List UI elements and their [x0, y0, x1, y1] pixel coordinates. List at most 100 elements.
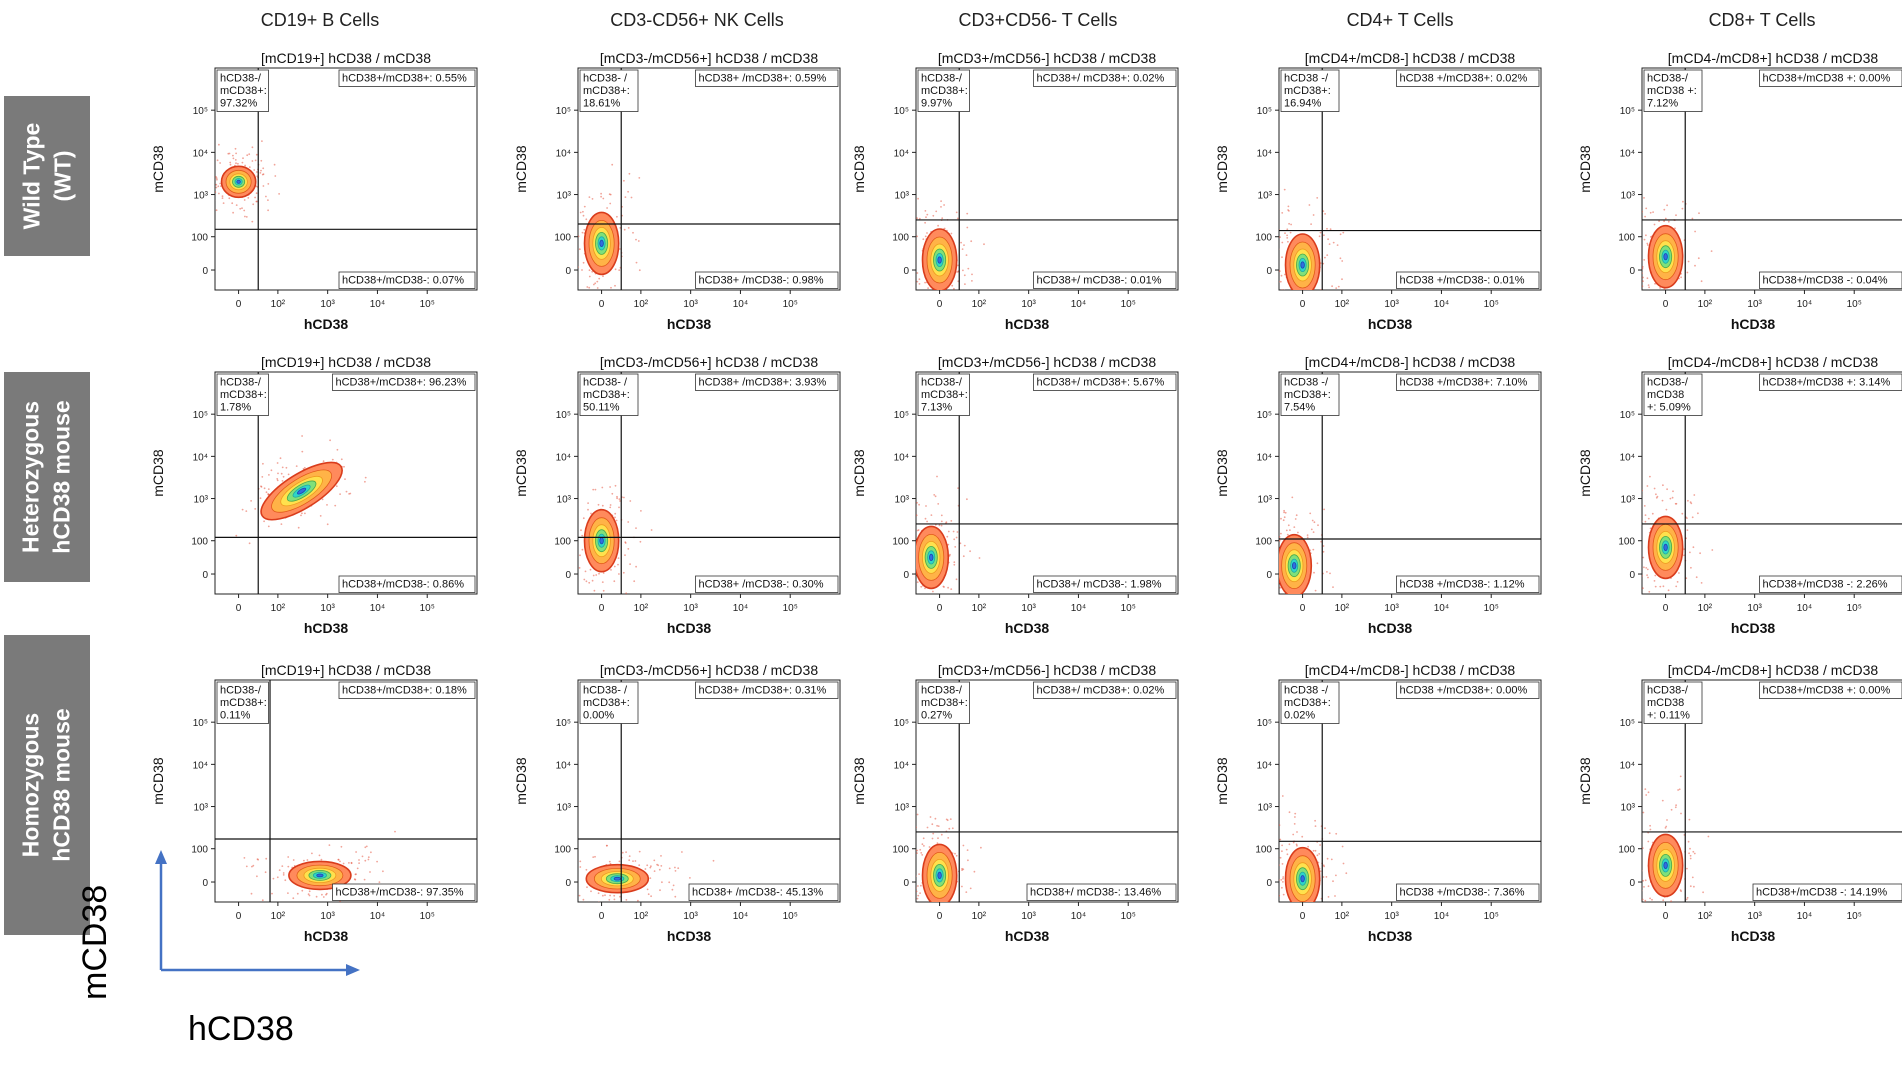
- event-dot: [924, 221, 926, 224]
- plot-title: [mCD19+] hCD38 / mCD38: [261, 50, 431, 66]
- event-dot: [900, 524, 902, 526]
- event-dot: [916, 514, 918, 517]
- event-dot: [1642, 870, 1643, 872]
- x-tick-label: 10³: [1384, 911, 1399, 922]
- event-dot: [951, 284, 954, 287]
- event-cloud: [1642, 475, 1714, 620]
- y-tick-label: 100: [1255, 537, 1272, 548]
- y-axis-label: mCD38: [851, 449, 867, 497]
- event-dot: [967, 310, 969, 312]
- event-dot: [248, 542, 251, 545]
- event-dot: [1322, 550, 1325, 553]
- event-dot: [276, 478, 279, 480]
- event-dot: [1710, 250, 1713, 253]
- event-dot: [602, 197, 605, 200]
- event-dot: [1306, 536, 1309, 539]
- y-axis-label: mCD38: [513, 757, 529, 805]
- x-tick-label: 10⁵: [420, 911, 435, 922]
- x-tick-label: 10³: [1384, 299, 1399, 310]
- event-dot: [1293, 526, 1296, 528]
- y-tick-label: 0: [903, 266, 909, 277]
- event-dot: [1697, 257, 1700, 260]
- event-dot: [1326, 300, 1328, 302]
- event-dot: [1273, 241, 1275, 243]
- event-dot: [276, 462, 279, 464]
- event-dot: [569, 583, 571, 585]
- event-dot: [254, 159, 257, 162]
- event-dot: [628, 859, 631, 862]
- event-dot: [1644, 788, 1647, 790]
- event-dot: [1326, 857, 1329, 860]
- event-dot: [1326, 227, 1328, 230]
- event-dot: [1646, 242, 1649, 245]
- event-dot: [191, 196, 193, 198]
- y-tick-label: 100: [1618, 233, 1635, 244]
- event-dot: [653, 859, 656, 862]
- quadrant-label-ul: hCD38- /: [583, 73, 628, 85]
- quadrant-label-ul: +: 5.09%: [1647, 402, 1691, 414]
- quadrant-label-ul: 7.12%: [1647, 98, 1678, 110]
- event-dot: [1672, 490, 1674, 493]
- event-dot: [578, 248, 581, 251]
- event-dot: [1301, 835, 1304, 838]
- quadrant-label-lr-box: [695, 575, 839, 593]
- event-dot: [1647, 284, 1650, 286]
- event-dot: [1649, 295, 1651, 297]
- x-tick-label: 10²: [271, 911, 286, 922]
- event-dot: [1262, 524, 1264, 526]
- x-tick-label: 10³: [320, 911, 335, 922]
- quadrant-label-lr: hCD38+/ mCD38-: 0.01%: [1037, 275, 1162, 287]
- quadrant-label-lr: hCD38+ /mCD38-: 0.30%: [699, 579, 824, 591]
- event-dot: [1638, 836, 1640, 838]
- event-dot: [243, 199, 246, 201]
- event-dot: [1291, 496, 1294, 499]
- y-tick-label: 10³: [1258, 191, 1273, 202]
- event-dot: [1287, 611, 1289, 613]
- event-dot: [947, 586, 949, 589]
- event-dot: [376, 860, 378, 863]
- event-dot: [618, 573, 620, 575]
- event-dot: [1642, 811, 1645, 814]
- event-dot: [930, 514, 933, 516]
- event-dot: [935, 210, 938, 213]
- event-dot: [967, 267, 970, 270]
- event-dot: [1662, 907, 1664, 909]
- event-dot: [1690, 310, 1692, 312]
- quadrant-label-ur-box: [332, 373, 476, 391]
- event-dot: [1663, 618, 1665, 620]
- event-dot: [614, 516, 616, 519]
- event-dot: [267, 209, 269, 212]
- event-dot: [1284, 232, 1286, 235]
- density-contour: [1663, 543, 1668, 552]
- event-dot: [1259, 261, 1261, 263]
- event-dot: [245, 216, 248, 218]
- event-dot: [1659, 585, 1662, 588]
- x-tick-label: 10⁵: [1121, 603, 1136, 614]
- event-dot: [364, 859, 367, 862]
- y-tick-label: 100: [892, 537, 909, 548]
- event-dot: [255, 200, 258, 203]
- quadrant-label-ur-box: [695, 373, 839, 391]
- event-dot: [585, 580, 588, 583]
- event-dot: [1322, 876, 1325, 878]
- event-dot: [970, 240, 973, 243]
- quadrant-label-ur-box: [1759, 373, 1902, 391]
- quadrant-label-ul-box: [1643, 69, 1703, 112]
- event-dot: [955, 854, 958, 857]
- event-dot: [1345, 872, 1348, 875]
- event-dot: [331, 458, 334, 461]
- event-dot: [942, 585, 945, 588]
- quadrant-label-ur-box: [1033, 373, 1177, 391]
- event-dot: [1295, 843, 1298, 846]
- event-dot: [1308, 204, 1311, 206]
- y-tick-label: 10⁴: [556, 760, 571, 771]
- event-dot: [912, 544, 914, 546]
- column-title-t-cells: CD3+CD56- T Cells: [958, 10, 1118, 30]
- event-dot: [237, 162, 239, 165]
- event-dot: [955, 211, 958, 214]
- x-tick-label: 10⁵: [1847, 911, 1862, 922]
- event-dot: [638, 864, 641, 867]
- event-dot: [557, 873, 559, 875]
- event-dot: [910, 491, 912, 493]
